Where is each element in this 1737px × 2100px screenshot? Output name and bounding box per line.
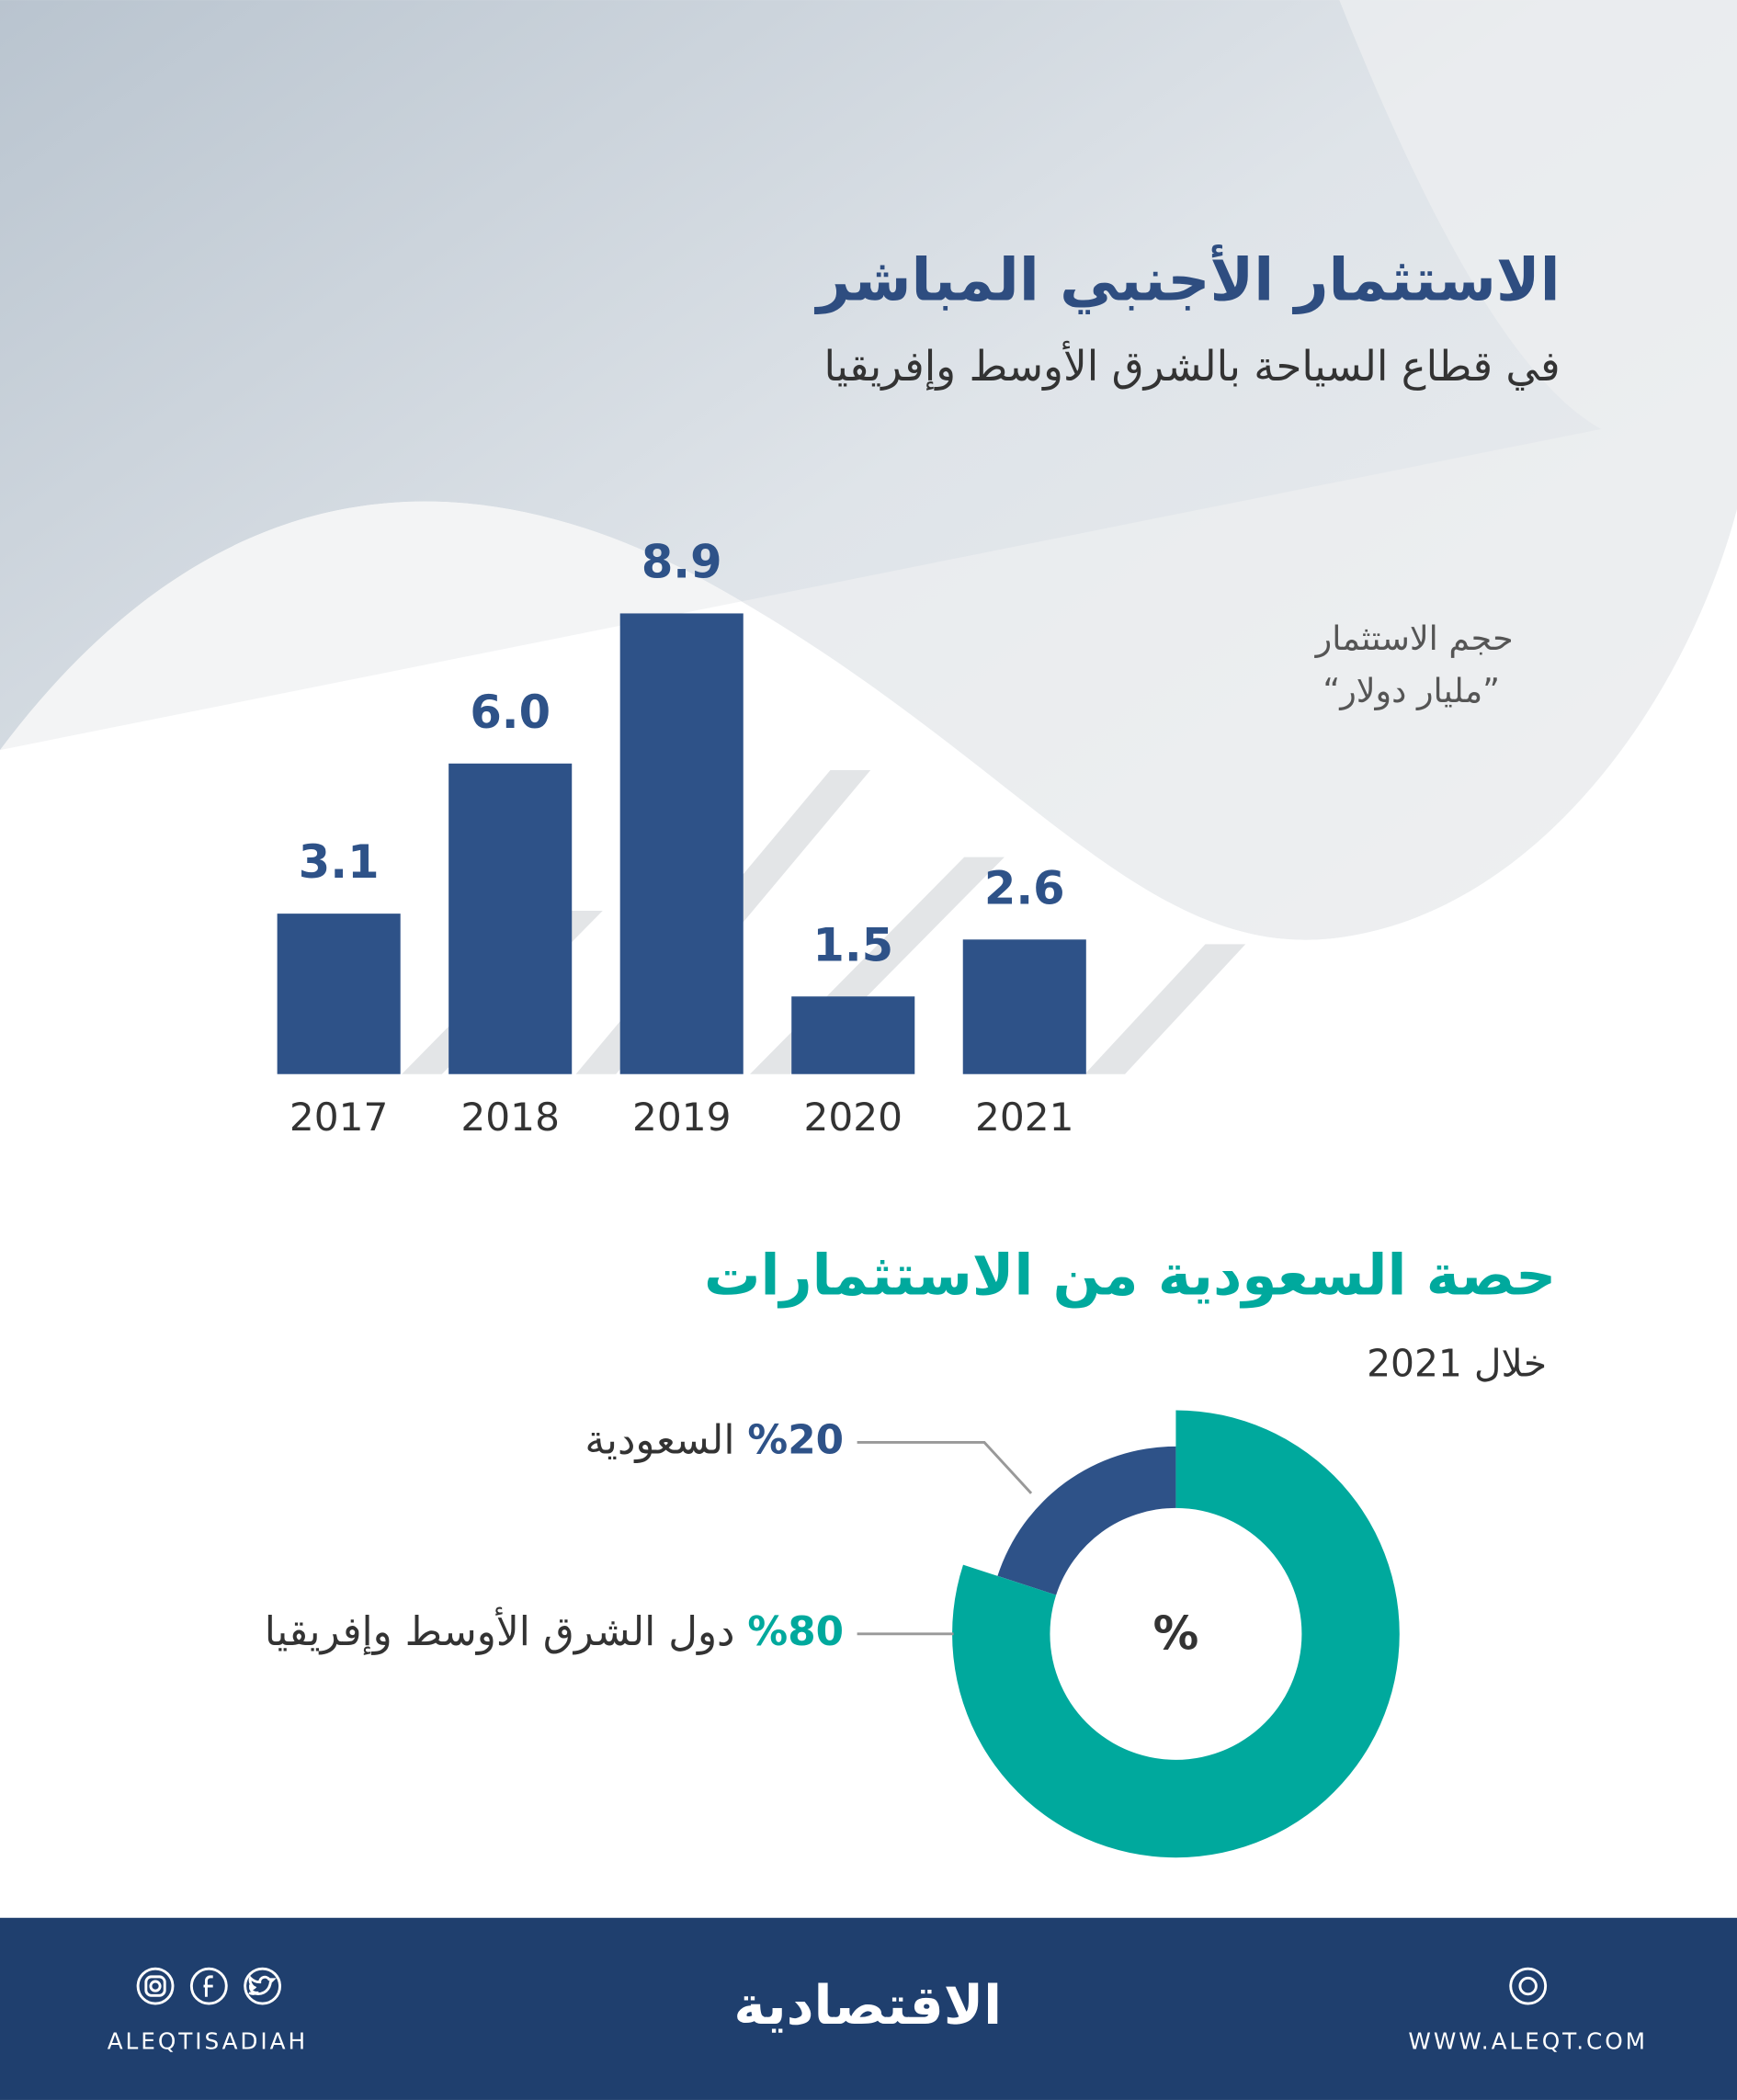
- x-tick-label: 2021: [975, 1095, 1074, 1140]
- chart-title: الاستثمار الأجنبي المباشر: [814, 244, 1561, 315]
- footer-bar: [0, 1917, 1737, 2100]
- center-label: %: [1153, 1606, 1199, 1660]
- chart-subtitle: في قطاع السياحة بالشرق الأوسط وإفريقيا: [823, 340, 1560, 392]
- value-label: 3.1: [299, 835, 380, 889]
- legend-value: %20: [747, 1416, 844, 1463]
- social-icons: [136, 1967, 1548, 2005]
- legend-value: %80: [747, 1608, 844, 1655]
- donut-slice: [952, 1410, 1400, 1858]
- bar: [619, 613, 744, 1074]
- unit-label: ”مليار دولار“: [1323, 671, 1500, 710]
- chart-subtitle: خلال 2021: [1367, 1341, 1547, 1385]
- value-label: 6.0: [470, 686, 551, 739]
- value-label: 8.9: [641, 535, 722, 588]
- leader-line: [857, 1441, 1033, 1494]
- website: WWW.ALEQT.COM: [1408, 2027, 1647, 2054]
- legend-entry: %80 دول الشرق الأوسط وإفريقيا: [265, 1606, 844, 1655]
- y-axis-label: حجم الاستثمار: [1314, 619, 1514, 658]
- bar: [791, 996, 915, 1074]
- bar: [448, 763, 573, 1074]
- donut-slice: [997, 1446, 1176, 1595]
- bar: [962, 939, 1086, 1074]
- legend-label: دول الشرق الأوسط وإفريقيا: [265, 1606, 735, 1655]
- legend-label: السعودية: [585, 1416, 734, 1463]
- chart-title: حصة السعودية من الاستثمارات: [704, 1243, 1556, 1308]
- x-tick-label: 2018: [460, 1095, 560, 1140]
- x-tick-label: 2019: [632, 1095, 732, 1140]
- logo: الاقتصادية: [733, 1974, 1002, 2037]
- social-handle: ALEQTISADIAH: [108, 2027, 308, 2054]
- x-tick-label: 2017: [290, 1095, 389, 1140]
- value-label: 2.6: [984, 861, 1065, 914]
- x-tick-label: 2020: [803, 1095, 903, 1140]
- value-label: 1.5: [812, 918, 893, 971]
- legend-entry: %20 السعودية: [585, 1416, 844, 1463]
- bar: [277, 914, 401, 1074]
- wave-shade: [0, 0, 1737, 940]
